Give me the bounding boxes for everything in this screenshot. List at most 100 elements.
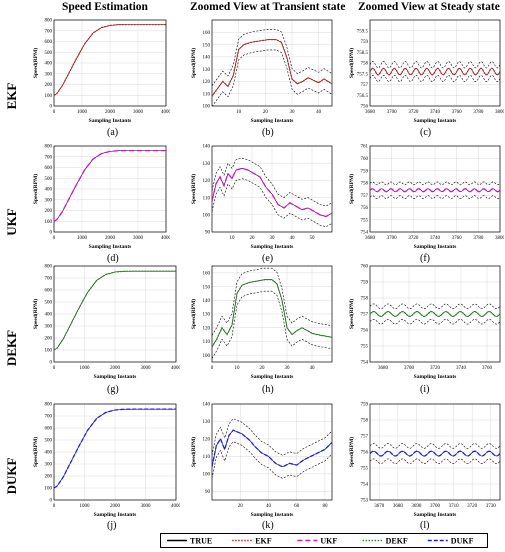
upper-confidence-bound [370,303,500,310]
y-tick-label: 754 [361,483,369,488]
y-tick-label: 400 [45,62,53,67]
x-tick-label: 3710 [449,504,460,509]
x-axis-label: Sampling Instants [89,118,132,124]
y-tick-label: 160 [203,31,211,36]
x-tick-label: 3740 [430,110,441,115]
x-tick-label: 80 [322,504,328,509]
y-tick-label: 100 [203,105,211,110]
axes-frame [53,265,177,363]
upper-confidence-bound [370,181,500,186]
y-axis-label: Speed(RPM) [190,174,197,204]
y-tick-label: 800 [45,145,53,150]
x-tick-label: 2000 [110,366,121,371]
x-tick-label: 3680 [393,504,404,509]
legend-label-ekf: EKF [255,537,272,546]
y-tick-label: 600 [45,289,53,294]
y-tick-label: 756 [361,105,369,110]
chart-panel-j: 0 1000 2000 3000 4000 0 100 200 300 400 500 600 700 8… [32,403,180,518]
y-axis-label: Speed(RPM) [348,174,355,204]
y-tick-label: 759 [361,403,369,408]
estimated-speed-line-ukf [212,167,332,218]
y-tick-label: 200 [45,337,53,342]
true-speed-line [212,429,332,468]
x-tick-label: 3720 [408,110,419,115]
y-tick-label: 700 [45,155,53,160]
x-tick-label: 10 [236,110,242,115]
chart-panel-d: 0 1000 2000 3000 4000 0 100 200 300 400 500 600 700 8… [32,145,170,250]
y-axis-label: Speed(RPM) [348,48,355,78]
x-tick-label: 0 [53,236,56,241]
y-tick-label: 500 [45,177,53,182]
x-tick-label: 3740 [456,366,467,371]
y-tick-label: 200 [45,83,53,88]
y-tick-label: 757 [361,435,369,440]
estimated-speed-line-ekf [212,39,332,97]
true-speed-line [370,68,500,76]
x-tick-label: 40 [316,110,322,115]
axes-frame [211,403,333,501]
x-axis-label: Sampling Instants [94,512,137,518]
y-tick-label: 800 [45,19,53,24]
y-tick-label: 100 [45,94,53,99]
y-tick-label: 130 [203,313,211,318]
chart-panel-f: 3680 3700 3720 3740 3760 3780 3800 754 755 756 757… [348,145,504,250]
y-axis-label: Speed(RPM) [32,48,39,78]
legend-label-dukf: DUKF [451,537,474,546]
x-tick-label: 3720 [430,366,441,371]
lower-confidence-bound [212,178,332,228]
y-tick-label: 0 [50,361,53,366]
upper-confidence-bound [212,29,332,87]
x-tick-label: 3760 [482,366,493,371]
y-axis-label: Speed(RPM) [348,299,355,329]
y-tick-label: 500 [45,439,53,444]
x-tick-label: 3700 [387,110,398,115]
x-tick-label: 3000 [141,504,152,509]
y-axis-label: Speed(RPM) [32,437,39,467]
y-tick-label: 130 [203,420,211,425]
upper-confidence-bound [370,443,500,449]
y-axis-label: Speed(RPM) [190,437,197,467]
x-tick-label: 30 [285,366,291,371]
chart-panel-l: 3670 3680 3690 3700 3710 3720 3730 753 754 755 756… [348,403,501,518]
x-tick-label: 3720 [408,236,419,241]
panel-label-k: (k) [262,520,274,531]
x-tick-label: 3780 [473,110,484,115]
x-tick-label: 60 [294,504,300,509]
x-tick-label: 3740 [430,236,441,241]
y-tick-label: 120 [203,179,211,184]
panel-label-a: (a) [107,127,119,138]
y-tick-label: 754 [361,231,369,236]
x-tick-label: 3680 [378,366,389,371]
y-tick-label: 757 [361,194,369,199]
y-tick-label: 700 [45,29,53,34]
y-tick-label: 758.5 [357,51,369,56]
y-tick-label: 120 [203,80,211,85]
estimated-speed-line-dukf [54,408,176,489]
y-tick-label: 100 [203,473,211,478]
panel-label-l: (l) [420,520,430,531]
x-tick-label: 3800 [495,236,504,241]
estimated-speed-line-dekf [370,310,500,318]
panel-label-j: (j) [107,520,117,531]
upper-confidence-bound [212,157,332,207]
y-tick-label: 756.5 [357,94,369,99]
grid [53,145,167,233]
panel-label-f: (f) [420,253,430,264]
grid [369,145,501,233]
axes-frame [53,403,177,501]
y-tick-label: 300 [45,72,53,77]
chart-panel-k: 20 40 60 80 90 100 110 120 130 140 Sampling Instan… [190,403,333,518]
y-tick-label: 140 [203,56,211,61]
x-axis-label: Sampling Instants [251,374,294,380]
y-tick-label: 120 [203,326,211,331]
estimated-speed-line-dukf [212,429,332,468]
legend-label-true: TRUE [190,537,212,546]
x-tick-label: 30 [290,110,296,115]
y-axis-label: Speed(RPM) [348,437,355,467]
x-tick-label: 3730 [486,504,497,509]
x-tick-label: 3700 [387,236,398,241]
y-tick-label: 759 [361,169,369,174]
y-tick-label: 760 [361,265,369,270]
estimated-speed-line-dukf [370,450,500,457]
x-tick-label: 3720 [467,504,478,509]
